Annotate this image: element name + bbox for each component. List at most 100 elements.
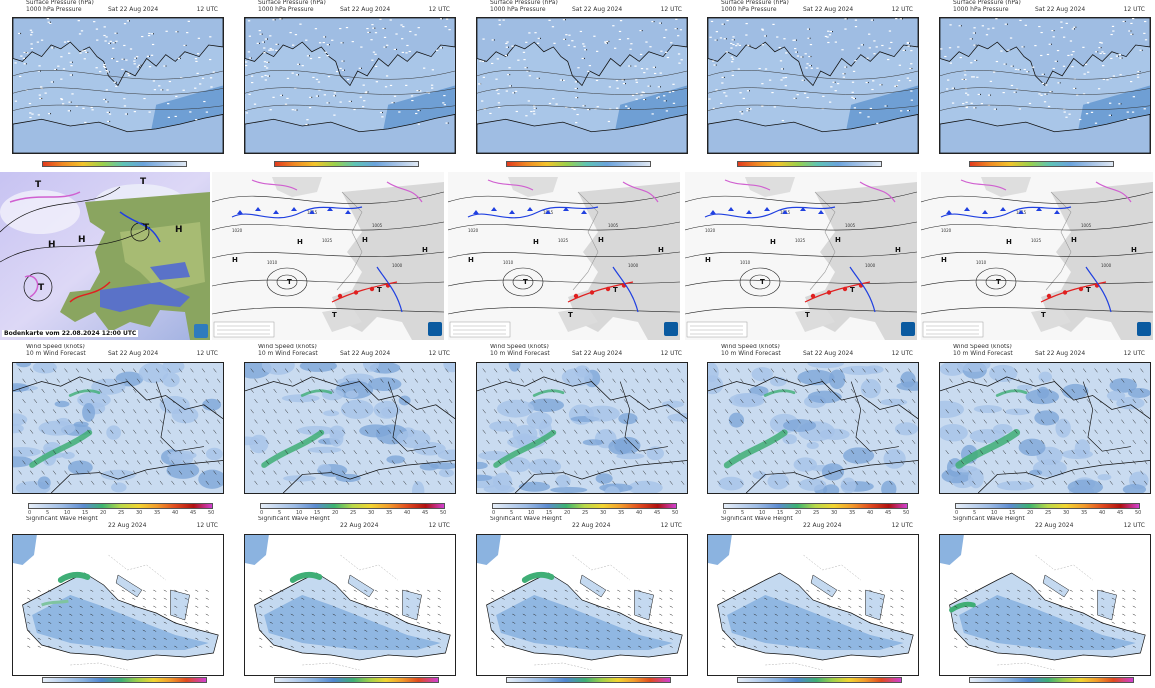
isobar-label: 1025 [322,238,333,243]
pressure-centre-label: H [533,238,539,246]
colorbar-tick-label: 45 [654,510,661,514]
colorbar-tick-label: 40 [172,510,179,514]
colorbar-tick-label: 30 [136,510,143,514]
isobar-label: 1020 [468,228,479,233]
colorbar-tick-label: 50 [440,510,447,514]
pressure-centre-label: T [568,311,573,319]
panel-date: 22 Aug 2024 [108,522,147,529]
colorbar-tick-label: 40 [636,510,643,514]
colorbar-tick-label: 0 [955,510,959,514]
panel-title: Surface Pressure (hPa) [26,0,94,6]
pressure-centre-label: H [770,238,776,246]
colorbar-tick-label: 50 [208,510,215,514]
colorbar-tick-label: 30 [1063,510,1070,514]
panel-date: Sat 22 Aug 2024 [340,6,391,13]
colorbar-tick-label: 0 [28,510,32,514]
panel-header: Wind Speed (knots) 10 m Wind Forecast Sat … [0,344,228,358]
panel-title: Significant Wave Height [953,516,1025,522]
colorbar-tick-label: 5 [510,510,514,514]
pressure-centre-label: H [232,256,238,264]
panel-header: Wind Speed (knots) 10 m Wind Forecast Sat … [464,344,692,358]
surface-pressure-panel: Surface Pressure (hPa) 1000 hPa Pressure S… [464,0,692,170]
panel-title: Surface Pressure (hPa) [721,0,789,6]
analysis-caption: Bodenkarte vom 22.08.2024 12:00 UTC [2,330,139,337]
pressure-centre-label: H [78,235,86,245]
colorbar-tick-label: 0 [492,510,496,514]
panel-date: Sat 22 Aug 2024 [572,350,623,357]
colorbar-tick-label: 15 [314,510,321,514]
colorbar-tick-label: 10 [759,510,766,514]
colorbar-tick-label: 5 [741,510,745,514]
colorbar-tick-label: 0 [260,510,264,514]
colorbar-tick-label: 50 [903,510,910,514]
wind-speed-panel: Wind Speed (knots) 10 m Wind Forecast Sat … [464,344,692,514]
colorbar-tick-label: 20 [1027,510,1034,514]
panel-subtitle: 1000 hPa Pressure [490,6,546,13]
colorbar-tick-label: 30 [368,510,375,514]
wind-colorbar [955,503,1140,509]
panel-utc: 12 UTC [891,6,913,13]
surface-map [12,17,224,154]
panel-utc: 12 UTC [1123,522,1145,529]
wind-colorbar [28,503,213,509]
colorbar-tick-label: 45 [190,510,197,514]
panel-header: Significant Wave Height 22 Aug 2024 12 UTC [927,516,1155,530]
forecast-weather-map: 102010151010100510001025HHTHTHT [448,172,680,340]
colorbar-tick-label: 30 [831,510,838,514]
surface-pressure-panel: Surface Pressure (hPa) 1000 hPa Pressure S… [232,0,460,170]
panel-header: Significant Wave Height 22 Aug 2024 12 UTC [464,516,692,530]
pressure-centre-label: H [941,256,947,264]
panel-title: Significant Wave Height [26,516,98,522]
dwd-logo-icon [1137,322,1151,336]
isobar-label: 1020 [941,228,952,233]
wave-colorbar [506,677,671,683]
panel-utc: 12 UTC [660,6,682,13]
wind-map [12,362,224,494]
analysis-map: H T H T T H T Bodenkarte vom 22.08.2024 12:00 U… [0,172,210,340]
colorbar-tick-label: 20 [332,510,339,514]
pressure-centre-label: H [705,256,711,264]
surface-map [476,17,688,154]
surface-colorbar [506,161,651,167]
surface-pressure-panel: Surface Pressure (hPa) 1000 hPa Pressure S… [0,0,228,170]
forecast-weather-map: 102010151010100510001025HHTHTHT [921,172,1153,340]
isobar-label: 1025 [795,238,806,243]
pressure-centre-label: H [1131,246,1137,254]
panel-utc: 12 UTC [660,522,682,529]
colorbar-tick-label: 50 [1135,510,1142,514]
colorbar-tick-label: 45 [422,510,429,514]
panel-date: 22 Aug 2024 [572,522,611,529]
panel-utc: 12 UTC [891,350,913,357]
pressure-centre-label: T [1041,311,1046,319]
colorbar-tick-label: 40 [1099,510,1106,514]
pressure-centre-label: T [1086,286,1091,294]
wave-colorbar [737,677,902,683]
colorbar-tick-label: 20 [564,510,571,514]
colorbar-tick-label: 15 [1009,510,1016,514]
panel-header: Surface Pressure (hPa) 1000 hPa Pressure S… [232,0,460,14]
colorbar-tick-label: 25 [1045,510,1052,514]
surface-colorbar [737,161,882,167]
wave-height-panel: Significant Wave Height 22 Aug 2024 12 UTC [695,516,923,688]
surface-pressure-panel: Surface Pressure (hPa) 1000 hPa Pressure S… [927,0,1155,170]
panel-header: Significant Wave Height 22 Aug 2024 12 UTC [0,516,228,530]
pressure-centre-label: H [422,246,428,254]
panel-title: Significant Wave Height [258,516,330,522]
isobar-label: 1000 [865,263,876,268]
wave-colorbar [969,677,1134,683]
pressure-centre-label: H [658,246,664,254]
colorbar-tick-label: 10 [64,510,71,514]
colorbar-tick-label: 5 [46,510,50,514]
pressure-centre-label: T [35,180,42,190]
isobar-label: 1010 [740,260,751,265]
wind-speed-panel: Wind Speed (knots) 10 m Wind Forecast Sat … [232,344,460,514]
colorbar-tick-label: 15 [82,510,89,514]
isobar-label: 1000 [628,263,639,268]
colorbar-tick-label: 20 [100,510,107,514]
panel-title: Significant Wave Height [721,516,793,522]
isobar-label: 1005 [608,223,619,228]
wave-map [12,534,224,676]
forecast-weather-map: 102010151010100510001025HHTHTHT [212,172,444,340]
panel-subtitle: 10 m Wind Forecast [953,350,1013,357]
colorbar-tick-label: 5 [278,510,282,514]
